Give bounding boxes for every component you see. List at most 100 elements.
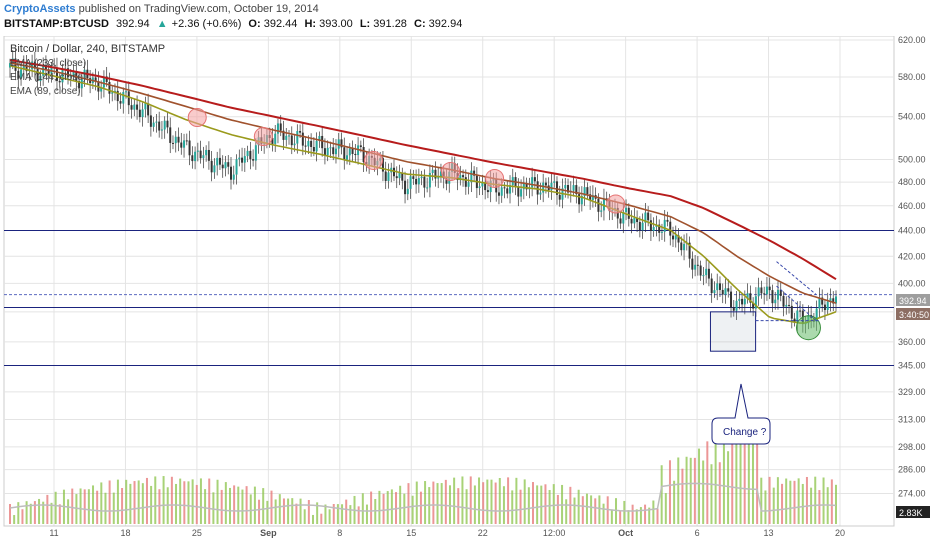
volume-bar (58, 504, 61, 524)
candle-body (301, 132, 304, 146)
volume-bar (179, 478, 182, 524)
volume-bar (332, 504, 335, 524)
volume-bar (751, 426, 754, 524)
x-tick-label: 20 (835, 528, 845, 538)
candle-body (763, 293, 766, 295)
callout-bubble[interactable] (711, 383, 771, 445)
candle-body (318, 135, 321, 141)
candle-body (683, 243, 686, 251)
channel-line-upper[interactable] (776, 261, 817, 295)
volume-bar (656, 508, 659, 524)
price-chart[interactable]: Bitcoin / Dollar, 240, BITSTAMP EMA (233… (0, 35, 932, 550)
candle-body (696, 264, 699, 266)
author-link[interactable]: CryptoAssets (4, 3, 76, 15)
volume-bar (698, 448, 701, 524)
candle-body (779, 289, 782, 296)
change-up-icon: ▲ (156, 18, 168, 30)
y-tick-label: 440.00 (898, 225, 926, 235)
volume-bar (187, 481, 190, 524)
volume-bar (490, 479, 493, 524)
touch-circle (485, 168, 505, 188)
y-tick-label: 274.00 (898, 488, 926, 498)
candle-body (423, 176, 426, 188)
volume-bar (448, 485, 451, 524)
candle-body (539, 192, 542, 195)
volume-bar (199, 478, 202, 524)
candle-body (158, 121, 161, 131)
breakout-circle (795, 315, 821, 341)
volume-bar (208, 478, 211, 524)
x-tick-label: 25 (192, 528, 202, 538)
chart-header: CryptoAssets published on TradingView.co… (0, 0, 932, 34)
candle-body (136, 104, 139, 110)
drawing-tools[interactable] (709, 261, 820, 352)
candle-body (78, 80, 81, 89)
volume-bar (432, 481, 435, 524)
candle-body (658, 224, 661, 233)
volume-bar (237, 486, 240, 524)
volume-bar (556, 494, 559, 524)
volume-bar (38, 498, 41, 524)
candle-body (522, 183, 525, 190)
candle-body (666, 219, 669, 222)
time-axis[interactable]: 11 18 25 Sep 8 15 22 12:00 Oct 6 13 20 (4, 525, 894, 538)
volume-bar (627, 510, 630, 524)
x-tick-label: 11 (49, 528, 58, 538)
volume-bar (71, 488, 74, 524)
candle-body (285, 135, 288, 140)
candle-body (224, 162, 227, 169)
y-tick-label: 460.00 (898, 201, 926, 211)
candle-body (503, 187, 506, 189)
candle-body (691, 258, 694, 270)
legend-ema233[interactable]: EMA (233, close) (10, 58, 86, 69)
candle-body (218, 157, 221, 165)
candle-body (72, 71, 75, 76)
candle-body (470, 170, 473, 183)
candle-body (354, 153, 357, 156)
volume-bar (336, 504, 339, 524)
candle-body (188, 140, 191, 156)
volume-bar (473, 485, 476, 524)
candle-body (144, 103, 147, 110)
candle-body (652, 227, 655, 231)
candle-body (381, 158, 384, 172)
candle-body (271, 138, 274, 144)
candle-body (426, 187, 429, 189)
volume-bar (299, 498, 302, 524)
volume-bar (175, 483, 178, 524)
volume-bar (835, 484, 837, 524)
volume-bar (415, 481, 418, 524)
candle-body (564, 184, 567, 189)
price-axis[interactable]: 620.00 580.00 540.00 500.00 480.00 460.00 440.… (898, 35, 926, 498)
legend-ema89[interactable]: EMA (89, close) (10, 86, 81, 97)
candle-body (663, 219, 666, 232)
volume-bar (590, 495, 593, 524)
publish-info: published on TradingView.com, October 19… (78, 3, 319, 15)
candle-body (61, 69, 64, 83)
volume-bar (249, 494, 252, 524)
channel-line-lower[interactable] (776, 285, 817, 322)
volume-bar (25, 501, 28, 524)
candle-body (22, 64, 25, 70)
change-annotation[interactable]: Change ? (711, 383, 771, 445)
volume-bar (233, 485, 236, 524)
volume-bar (17, 502, 20, 524)
candle-body (575, 185, 578, 195)
candle-body (171, 142, 174, 144)
chart-area[interactable]: Bitcoin / Dollar, 240, BITSTAMP EMA (233… (0, 35, 932, 555)
volume-bar (531, 482, 534, 524)
candle-body (304, 145, 307, 147)
volume-bar (42, 501, 45, 524)
volume-bar (125, 479, 128, 524)
volume-bar (673, 480, 676, 524)
volume-bar (399, 485, 402, 524)
volume-bar (295, 503, 298, 524)
volume-bar (677, 457, 680, 524)
candle-body (191, 155, 194, 162)
volume-bar (100, 482, 103, 524)
candle-body (125, 91, 128, 93)
horizontal-levels[interactable] (4, 229, 894, 367)
consolidation-box[interactable] (709, 311, 757, 352)
volume-bar (623, 500, 626, 524)
legend-ema144[interactable]: EMA (144, close) (10, 72, 86, 83)
